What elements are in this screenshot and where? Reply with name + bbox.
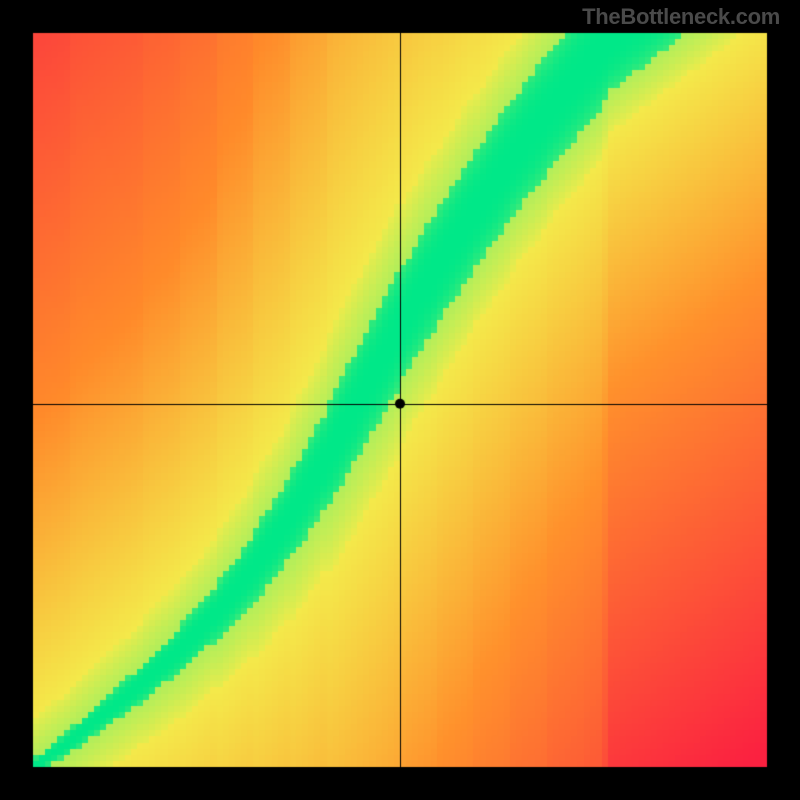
watermark-text: TheBottleneck.com [582,4,780,30]
bottleneck-heatmap [0,0,800,800]
